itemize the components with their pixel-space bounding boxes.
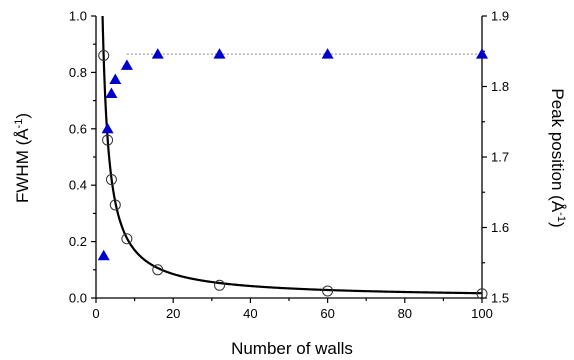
peak-position-point xyxy=(321,48,334,59)
right-y-tick-label: 1.6 xyxy=(491,220,509,235)
peak-position-point xyxy=(120,59,133,70)
fwhm-point xyxy=(214,279,226,291)
left-y-tick-label: 0.0 xyxy=(69,291,87,306)
fwhm-point xyxy=(102,134,114,146)
left-y-tick-label: 0.8 xyxy=(69,65,87,80)
x-tick-label: 80 xyxy=(398,306,412,321)
left-y-tick-label: 0.4 xyxy=(69,178,87,193)
fwhm-point xyxy=(152,264,164,276)
left-y-tick-label: 1.0 xyxy=(69,9,87,24)
x-axis-ticks: 0 20 40 60 80 100 xyxy=(92,298,493,321)
fwhm-point xyxy=(98,49,110,61)
fwhm-point xyxy=(322,285,334,297)
x-tick-label: 20 xyxy=(166,306,180,321)
left-y-axis-ticks: 0.0 0.2 0.4 0.6 0.8 1.0 xyxy=(69,9,96,306)
x-axis-title: Number of walls xyxy=(231,339,353,358)
right-y-axis-ticks: 1.5 1.6 1.7 1.8 1.9 xyxy=(482,9,509,306)
peak-position-point xyxy=(476,48,488,59)
fwhm-series xyxy=(98,49,488,300)
x-tick-label: 100 xyxy=(471,306,493,321)
fit-curve-layer xyxy=(101,16,483,295)
right-y-tick-label: 1.7 xyxy=(491,150,509,165)
peak-position-point xyxy=(109,73,122,84)
x-tick-label: 0 xyxy=(92,306,99,321)
fwhm-point xyxy=(121,233,133,245)
fwhm-point xyxy=(476,288,488,300)
left-y-axis-title: FWHM (Å-1) xyxy=(13,113,32,203)
peak-position-point xyxy=(213,48,226,59)
peak-position-point xyxy=(97,249,110,261)
right-y-tick-label: 1.5 xyxy=(491,291,509,306)
left-y-tick-label: 0.2 xyxy=(69,234,87,249)
right-y-tick-label: 1.9 xyxy=(491,9,509,24)
right-y-axis-title: Peak position (Å-1) xyxy=(548,88,567,227)
fwhm-point xyxy=(105,174,117,186)
x-tick-label: 40 xyxy=(243,306,257,321)
fwhm-point xyxy=(109,199,121,211)
x-tick-label: 60 xyxy=(320,306,334,321)
peak-position-series xyxy=(97,48,488,261)
peak-position-point xyxy=(105,87,118,99)
fit-curve xyxy=(101,16,483,295)
peak-position-point xyxy=(101,122,114,134)
left-y-tick-label: 0.6 xyxy=(69,121,87,136)
peak-position-point xyxy=(151,48,164,59)
right-y-tick-label: 1.8 xyxy=(491,79,509,94)
